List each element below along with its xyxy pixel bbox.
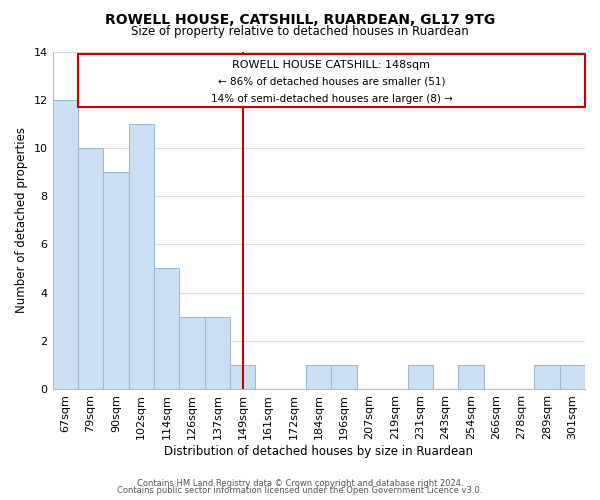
Text: 14% of semi-detached houses are larger (8) →: 14% of semi-detached houses are larger (…: [211, 94, 452, 104]
Bar: [407, 365, 433, 389]
Bar: [306, 365, 331, 389]
Text: ← 86% of detached houses are smaller (51): ← 86% of detached houses are smaller (51…: [218, 77, 445, 87]
Bar: [53, 100, 78, 389]
Bar: [128, 124, 154, 389]
Y-axis label: Number of detached properties: Number of detached properties: [15, 127, 28, 313]
Bar: [534, 365, 560, 389]
Bar: [205, 316, 230, 389]
Bar: [560, 365, 585, 389]
Text: ROWELL HOUSE CATSHILL: 148sqm: ROWELL HOUSE CATSHILL: 148sqm: [232, 60, 430, 70]
Text: Size of property relative to detached houses in Ruardean: Size of property relative to detached ho…: [131, 25, 469, 38]
FancyBboxPatch shape: [78, 54, 585, 107]
Bar: [154, 268, 179, 389]
Bar: [331, 365, 357, 389]
Bar: [179, 316, 205, 389]
Bar: [230, 365, 256, 389]
Bar: [458, 365, 484, 389]
Text: Contains public sector information licensed under the Open Government Licence v3: Contains public sector information licen…: [118, 486, 482, 495]
Bar: [78, 148, 103, 389]
Text: Contains HM Land Registry data © Crown copyright and database right 2024.: Contains HM Land Registry data © Crown c…: [137, 478, 463, 488]
Text: ROWELL HOUSE, CATSHILL, RUARDEAN, GL17 9TG: ROWELL HOUSE, CATSHILL, RUARDEAN, GL17 9…: [105, 12, 495, 26]
Bar: [103, 172, 128, 389]
X-axis label: Distribution of detached houses by size in Ruardean: Distribution of detached houses by size …: [164, 444, 473, 458]
